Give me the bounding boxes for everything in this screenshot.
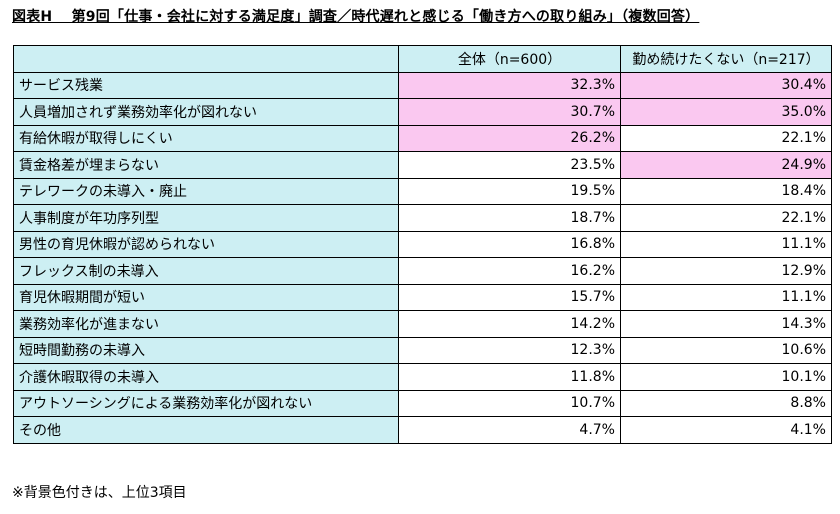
header-corner-cell [13,45,399,73]
row-label: サービス残業 [13,71,399,99]
row-label: フレックス制の未導入 [13,257,399,285]
figure-title: 図表H 第9回「仕事・会社に対する満足度」調査／時代遅れと感じる「働き方への取り… [12,9,700,25]
value-cell-not-continue: 22.1% [620,204,832,232]
value-cell-not-continue: 11.1% [620,230,832,258]
value-cell-overall: 4.7% [398,416,621,444]
table-row: 有給休暇が取得しにくい 26.2% 22.1% [13,124,832,152]
value-cell-not-continue: 11.1% [620,283,832,311]
row-label: その他 [13,416,399,444]
row-label: テレワークの未導入・廃止 [13,177,399,205]
table-row: その他 4.7% 4.1% [13,416,832,444]
value-cell-overall: 26.2% [398,124,621,152]
table-body: 全体（n=600） 勤め続けたくない（n=217） サービス残業 32.3% 30.4%… [13,45,832,444]
row-label: 育児休暇期間が短い [13,283,399,311]
value-cell-overall: 32.3% [398,71,621,99]
value-cell-not-continue: 30.4% [620,71,832,99]
value-cell-overall: 14.2% [398,310,621,338]
table-row: 介護休暇取得の未導入 11.8% 10.1% [13,363,832,391]
header-row: 全体（n=600） 勤め続けたくない（n=217） [13,45,832,73]
table-row: 人員増加されず業務効率化が図れない 30.7% 35.0% [13,98,832,126]
value-cell-overall: 23.5% [398,151,621,179]
table-row: テレワークの未導入・廃止 19.5% 18.4% [13,177,832,205]
table-row: 賃金格差が埋まらない 23.5% 24.9% [13,151,832,179]
row-label: 人員増加されず業務効率化が図れない [13,98,399,126]
row-label: 短時間勤務の未導入 [13,336,399,364]
table-row: 男性の育児休暇が認められない 16.8% 11.1% [13,230,832,258]
column-header-1: 全体（n=600） [398,45,621,73]
row-label: 人事制度が年功序列型 [13,204,399,232]
survey-table: 全体（n=600） 勤め続けたくない（n=217） サービス残業 32.3% 30.4%… [13,45,832,444]
value-cell-overall: 10.7% [398,389,621,417]
row-label: 業務効率化が進まない [13,310,399,338]
value-cell-overall: 30.7% [398,98,621,126]
value-cell-not-continue: 8.8% [620,389,832,417]
value-cell-not-continue: 4.1% [620,416,832,444]
value-cell-overall: 19.5% [398,177,621,205]
value-cell-not-continue: 10.6% [620,336,832,364]
row-label: 男性の育児休暇が認められない [13,230,399,258]
table-row: 育児休暇期間が短い 15.7% 11.1% [13,283,832,311]
value-cell-not-continue: 35.0% [620,98,832,126]
row-label: 介護休暇取得の未導入 [13,363,399,391]
table-row: サービス残業 32.3% 30.4% [13,71,832,99]
value-cell-not-continue: 12.9% [620,257,832,285]
value-cell-not-continue: 22.1% [620,124,832,152]
value-cell-overall: 16.8% [398,230,621,258]
footnote: ※背景色付きは、上位3項目 [12,485,187,501]
row-label: アウトソーシングによる業務効率化が図れない [13,389,399,417]
value-cell-overall: 12.3% [398,336,621,364]
table-row: 短時間勤務の未導入 12.3% 10.6% [13,336,832,364]
value-cell-overall: 18.7% [398,204,621,232]
value-cell-not-continue: 10.1% [620,363,832,391]
value-cell-not-continue: 18.4% [620,177,832,205]
value-cell-overall: 16.2% [398,257,621,285]
column-header-2: 勤め続けたくない（n=217） [620,45,832,73]
table-row: 人事制度が年功序列型 18.7% 22.1% [13,204,832,232]
value-cell-not-continue: 24.9% [620,151,832,179]
value-cell-overall: 11.8% [398,363,621,391]
row-label: 賃金格差が埋まらない [13,151,399,179]
table-row: フレックス制の未導入 16.2% 12.9% [13,257,832,285]
value-cell-overall: 15.7% [398,283,621,311]
table-row: アウトソーシングによる業務効率化が図れない 10.7% 8.8% [13,389,832,417]
row-label: 有給休暇が取得しにくい [13,124,399,152]
value-cell-not-continue: 14.3% [620,310,832,338]
table-row: 業務効率化が進まない 14.2% 14.3% [13,310,832,338]
